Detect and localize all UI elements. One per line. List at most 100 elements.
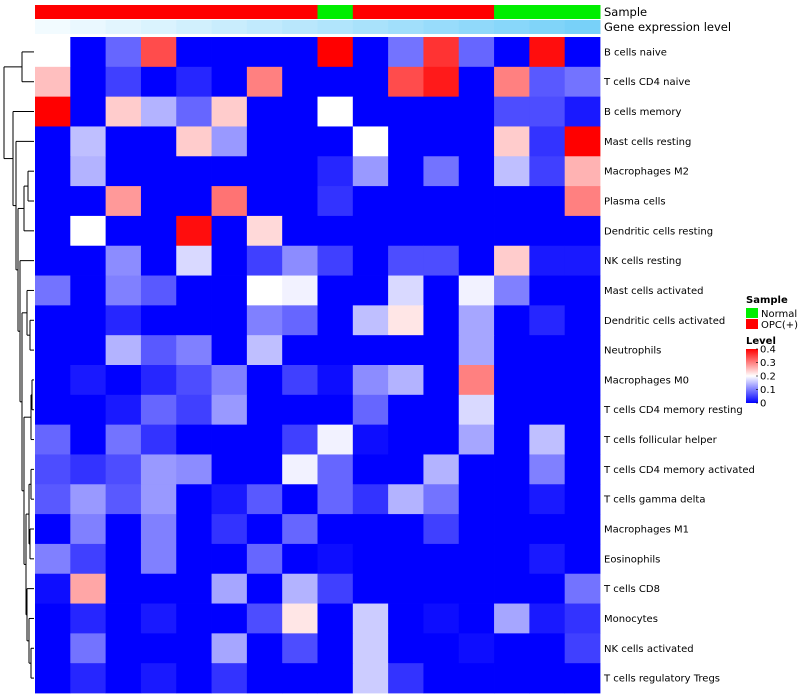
- heatmap-cell: [352, 424, 389, 455]
- heatmap-cell: [246, 37, 283, 68]
- heatmap-cell: [246, 514, 283, 545]
- heatmap-cell: [35, 335, 71, 366]
- heatmap-cell: [282, 484, 318, 515]
- heatmap-cell: [494, 96, 530, 127]
- heatmap-cell: [494, 394, 530, 426]
- heatmap-cell: [423, 454, 460, 485]
- heatmap-cell: [176, 37, 212, 68]
- heatmap-cell: [105, 305, 142, 336]
- heatmap-cell: [140, 633, 177, 664]
- heatmap-cell: [564, 484, 601, 515]
- heatmap-cell: [352, 454, 389, 485]
- heatmap-cell: [35, 66, 71, 98]
- heatmap-cell: [458, 305, 495, 336]
- heatmap-cell: [423, 484, 460, 515]
- heatmap-cell: [211, 215, 248, 247]
- heatmap-cell: [423, 573, 460, 604]
- row-label: NK cells resting: [604, 256, 681, 267]
- heatmap-cell: [388, 514, 424, 545]
- gene-annotation-cell: [105, 20, 142, 34]
- heatmap-cell: [246, 543, 283, 575]
- heatmap-cell: [458, 215, 495, 247]
- heatmap-cell: [35, 126, 71, 157]
- heatmap-cell: [35, 424, 71, 455]
- heatmap-cell: [529, 365, 566, 396]
- gene-annotation-cell: [140, 20, 177, 34]
- heatmap-cell: [564, 365, 601, 396]
- heatmap-cell: [494, 424, 530, 455]
- legend-level-tick-label: 0: [760, 399, 766, 410]
- heatmap-cell: [317, 484, 354, 515]
- sample-annotation-cell: [211, 5, 248, 19]
- sample-annotation-cell: [494, 5, 530, 19]
- heatmap-cell: [317, 424, 354, 455]
- heatmap-cell: [35, 663, 71, 694]
- gene-annotation-cell: [176, 20, 213, 34]
- heatmap-cell: [458, 66, 495, 98]
- heatmap-cell: [423, 335, 460, 366]
- legend-sample-label: OPC(+): [761, 320, 798, 331]
- heatmap-cell: [35, 543, 71, 575]
- gene-annotation-cell: [494, 20, 530, 34]
- heatmap-cell: [211, 335, 248, 366]
- heatmap-cell: [105, 484, 142, 515]
- heatmap-cell: [423, 37, 460, 68]
- heatmap-cell: [140, 37, 177, 68]
- heatmap-cell: [317, 96, 354, 127]
- heatmap-cell: [105, 66, 142, 98]
- heatmap-cell: [529, 394, 566, 426]
- heatmap-cell: [211, 603, 248, 634]
- heatmap-cell: [352, 394, 389, 426]
- heatmap-cell: [176, 394, 212, 426]
- heatmap-cell: [388, 96, 424, 127]
- heatmap-cell: [246, 305, 283, 336]
- heatmap-cell: [282, 96, 318, 127]
- heatmap-cell: [105, 633, 142, 664]
- heatmap-cell: [70, 633, 107, 664]
- heatmap-cell: [35, 454, 71, 485]
- heatmap-cell: [211, 66, 248, 98]
- heatmap-cell: [140, 156, 177, 187]
- heatmap-cell: [352, 275, 389, 306]
- heatmap-cell: [140, 96, 177, 127]
- heatmap-cell: [176, 603, 212, 634]
- heatmap-cell: [352, 215, 389, 247]
- heatmap-cell: [211, 454, 248, 485]
- heatmap-cell: [70, 275, 107, 306]
- heatmap-cell: [35, 215, 71, 247]
- heatmap-cell: [176, 126, 212, 157]
- heatmap-cell: [352, 156, 389, 187]
- heatmap-cell: [458, 633, 495, 664]
- heatmap-cell: [423, 275, 460, 306]
- heatmap-cell: [388, 275, 424, 306]
- row-label: Macrophages M2: [604, 167, 689, 178]
- heatmap-cell: [282, 156, 318, 187]
- heatmap-cell: [423, 126, 460, 157]
- heatmap-cell: [317, 245, 354, 276]
- gene-annotation-cell: [458, 20, 495, 34]
- gene-annotation-cell: [529, 20, 566, 34]
- heatmap-cell: [211, 186, 248, 217]
- heatmap-cell: [352, 96, 389, 127]
- heatmap-cell: [246, 573, 283, 604]
- heatmap-cell: [352, 305, 389, 336]
- heatmap-cell: [388, 573, 424, 604]
- heatmap-cell: [105, 215, 142, 247]
- heatmap-cell: [352, 663, 389, 694]
- heatmap-cell: [529, 603, 566, 634]
- heatmap-cell: [105, 365, 142, 396]
- legend-level-ticks: 0.4 0.3 0.2 0.1 0: [756, 345, 776, 410]
- heatmap-cell: [564, 394, 601, 426]
- heatmap-cell: [140, 215, 177, 247]
- row-label: NK cells activated: [604, 644, 694, 655]
- legend-level-tick-label: 0.2: [760, 372, 776, 383]
- heatmap-cell: [494, 37, 530, 68]
- heatmap-cell: [35, 37, 71, 68]
- sample-annotation-cell: [140, 5, 177, 19]
- heatmap-cell: [176, 514, 212, 545]
- heatmap-cell: [317, 633, 354, 664]
- heatmap-cell: [388, 126, 424, 157]
- heatmap-cell: [564, 66, 601, 98]
- heatmap-cell: [282, 66, 318, 98]
- heatmap-cell: [211, 365, 248, 396]
